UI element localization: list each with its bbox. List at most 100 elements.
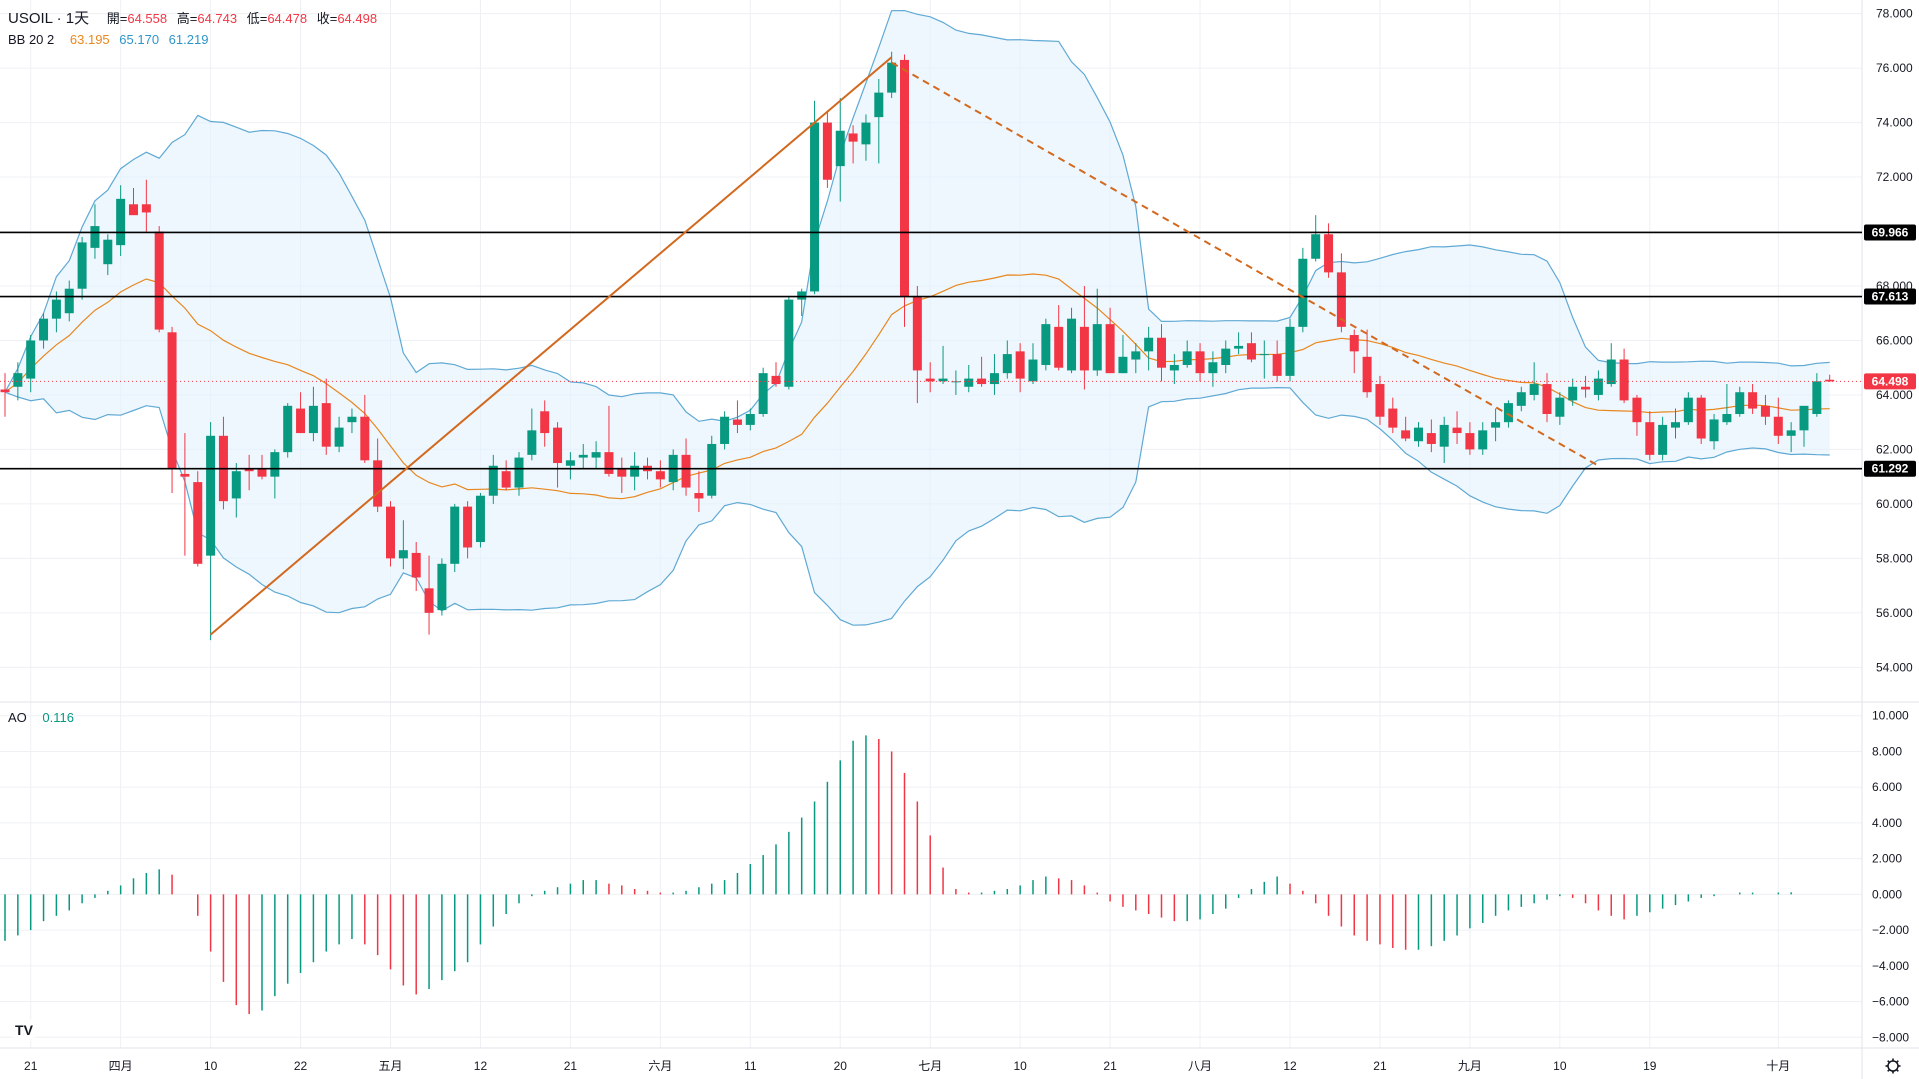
level-badge (1864, 288, 1916, 305)
candle-body (398, 550, 408, 559)
candle-body (1157, 337, 1166, 368)
candle-body (1105, 324, 1115, 374)
candle-body (912, 296, 922, 371)
candle-body (951, 381, 961, 383)
time-tick-label: 21 (24, 1059, 38, 1073)
candle-body (1529, 384, 1539, 395)
candle-body (64, 288, 74, 314)
candle-body (308, 405, 318, 434)
candle-body (141, 204, 151, 213)
candle-body (475, 495, 485, 543)
candle-body (1092, 324, 1102, 371)
ao-label: AO (8, 710, 27, 725)
candle-body (1208, 362, 1218, 374)
level-badge (1864, 460, 1916, 477)
candlestick-series (0, 51, 1835, 641)
bb-upper-value: 65.170 (119, 32, 160, 47)
time-tick-label: 八月 (1188, 1059, 1212, 1073)
candle-body (822, 122, 832, 180)
candle-body (771, 375, 781, 385)
candle-body (1259, 354, 1269, 356)
candle-body (193, 482, 203, 564)
candle-body (347, 416, 357, 423)
candle-body (1452, 427, 1462, 434)
candle-body (1568, 386, 1578, 401)
candle-body (39, 318, 49, 341)
candle-body (1246, 343, 1256, 360)
time-tick-label: 19 (1643, 1059, 1657, 1073)
time-tick-label: 九月 (1458, 1059, 1482, 1073)
candle-body (1375, 384, 1385, 417)
candle-body (103, 239, 113, 265)
candle-body (900, 59, 909, 297)
time-tick-label: 六月 (648, 1059, 672, 1073)
candle-body (925, 378, 935, 382)
ao-legend[interactable]: AO 0.116 (8, 710, 80, 725)
candle-body (681, 454, 691, 488)
candle-body (1606, 359, 1616, 385)
time-tick-label: 11 (744, 1059, 757, 1073)
time-tick-label: 四月 (109, 1059, 133, 1073)
gear-tooth (1895, 1060, 1899, 1064)
candle-body (591, 452, 601, 458)
time-tick-label: 21 (1373, 1059, 1387, 1073)
price-tick-label: 66.000 (1876, 333, 1913, 347)
candle-body (1619, 359, 1629, 401)
gear-ring (1887, 1060, 1899, 1072)
bb-legend[interactable]: BB 20 2 63.195 65.170 61.219 (8, 32, 214, 47)
candle-body (1671, 422, 1680, 428)
low-value: 64.478 (267, 11, 308, 26)
candle-body (655, 471, 665, 480)
time-tick-label: 七月 (918, 1059, 942, 1073)
solid-trendline (209, 56, 893, 636)
level-badge-text: 69.966 (1872, 225, 1909, 239)
candle-body (13, 373, 23, 387)
candle-body (1465, 433, 1475, 450)
price-tick-label: 76.000 (1876, 61, 1913, 75)
ao-tick-label: 4.000 (1872, 816, 1902, 830)
symbol-title[interactable]: USOIL · 1天 (8, 10, 90, 27)
tradingview-logo-icon[interactable]: TV (10, 1018, 38, 1042)
candle-body (989, 373, 999, 385)
candle-body (154, 231, 164, 330)
candle-body (1234, 345, 1244, 349)
candle-body (1195, 351, 1205, 374)
candle-body (167, 332, 177, 469)
candle-body (424, 588, 434, 613)
ao-tick-label: 8.000 (1872, 744, 1902, 758)
gear-tooth (1895, 1068, 1899, 1072)
candle-body (1221, 348, 1231, 365)
candle-body (1658, 424, 1668, 455)
open-value: 64.558 (127, 11, 168, 26)
time-tick-label: 五月 (378, 1059, 402, 1073)
candle-body (784, 299, 794, 387)
candle-body (1002, 354, 1012, 374)
candle-body (386, 506, 395, 559)
candle-body (578, 454, 588, 458)
candle-body (1812, 381, 1822, 415)
symbol-legend: USOIL · 1天 開=64.558 高=64.743 低=64.478 收=… (8, 7, 383, 28)
candle-body (1298, 258, 1308, 327)
candle-body (1478, 430, 1488, 450)
level-badge-text: 67.613 (1872, 290, 1909, 304)
candle-body (1285, 326, 1295, 376)
close-value: 64.498 (337, 11, 378, 26)
candle-body (0, 389, 10, 393)
candle-body (797, 291, 807, 300)
candle-body (360, 416, 370, 461)
settings-gear-icon[interactable] (1885, 1058, 1901, 1074)
candle-body (270, 452, 280, 477)
candle-body (1760, 405, 1770, 417)
time-tick-label: 12 (474, 1059, 488, 1073)
candle-body (334, 427, 344, 447)
candle-body (1414, 427, 1423, 442)
candle-body (1748, 392, 1758, 409)
candle-body (1015, 351, 1025, 379)
time-tick-label: 20 (834, 1059, 848, 1073)
candle-body (1144, 337, 1154, 352)
candle-body (810, 122, 820, 292)
level-badge-text: 61.292 (1872, 462, 1909, 476)
candle-body (604, 452, 614, 474)
candle-body (1683, 397, 1693, 423)
last-price-badge (1864, 373, 1916, 390)
